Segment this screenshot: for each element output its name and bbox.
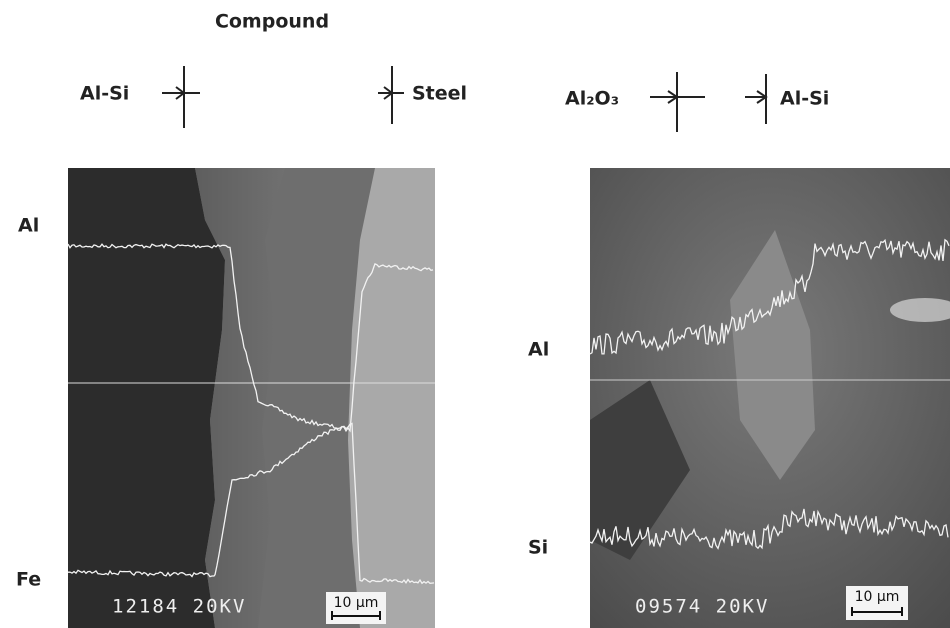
element-label: Fe	[16, 569, 41, 591]
compound-label: Compound	[215, 11, 329, 33]
micrograph-left	[68, 168, 435, 628]
micrograph-right	[590, 168, 950, 628]
micrograph-info: 09574 20KV	[635, 596, 769, 618]
scale-label: 10 µm	[334, 595, 379, 611]
marker-label: Al-Si	[80, 83, 129, 105]
marker-label: Al₂O₃	[565, 88, 619, 110]
marker-label: Steel	[412, 83, 467, 105]
element-label: Al	[528, 339, 549, 361]
element-label: Al	[18, 215, 39, 237]
marker-label: Al-Si	[780, 88, 829, 110]
scale-label: 10 µm	[855, 589, 900, 605]
micrograph-info: 12184 20KV	[112, 596, 246, 618]
figure: Compound Al-Si Steel Al₂O₃ Al-Si Al Fe A…	[0, 0, 950, 628]
element-label: Si	[528, 537, 548, 559]
